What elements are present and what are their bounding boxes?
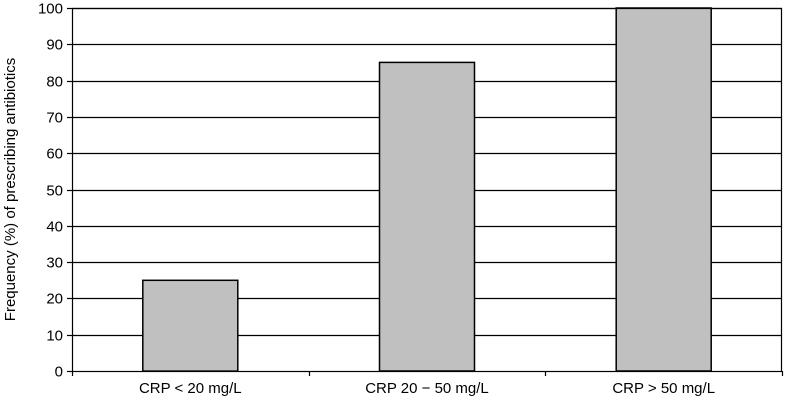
- y-tick-label: 10: [46, 328, 63, 345]
- y-tick-label: 20: [46, 291, 63, 308]
- plot-border: [71, 7, 783, 373]
- axes: [67, 7, 784, 376]
- x-tick-label: CRP < 20 mg/L: [139, 380, 242, 397]
- x-tick-labels: CRP < 20 mg/L CRP 20 − 50 mg/L CRP > 50 mg…: [139, 380, 715, 397]
- bar: [378, 61, 476, 372]
- y-axis-title: Frequency (%) of prescribing antibiotics: [2, 58, 19, 321]
- y-tick-label: 90: [46, 37, 63, 54]
- y-tick-label: 60: [46, 146, 63, 163]
- y-tick-label: 0: [55, 364, 63, 381]
- bar: [142, 279, 239, 372]
- y-tick-label: 80: [46, 74, 63, 91]
- x-tick-label: CRP 20 − 50 mg/L: [365, 380, 489, 397]
- y-tick-labels: 0 10 20 30 40 50 60 70 80 90 100: [38, 1, 63, 381]
- y-tick-label: 100: [38, 1, 63, 18]
- x-tick-label: CRP > 50 mg/L: [612, 380, 715, 397]
- y-tick-label: 50: [46, 183, 63, 200]
- bars: [142, 7, 712, 372]
- y-tick-label: 40: [46, 219, 63, 236]
- y-tick-label: 30: [46, 255, 63, 272]
- bar: [615, 7, 712, 372]
- y-tick-label: 70: [46, 110, 63, 127]
